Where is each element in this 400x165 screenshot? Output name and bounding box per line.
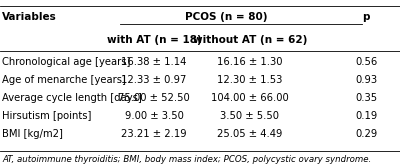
- Text: Average cycle length [days]: Average cycle length [days]: [2, 93, 142, 103]
- Text: 16.38 ± 1.14: 16.38 ± 1.14: [121, 57, 187, 67]
- Text: 12.33 ± 0.97: 12.33 ± 0.97: [121, 75, 187, 85]
- Text: Hirsutism [points]: Hirsutism [points]: [2, 111, 91, 121]
- Text: without AT (n = 62): without AT (n = 62): [193, 35, 307, 45]
- Text: 0.19: 0.19: [355, 111, 377, 121]
- Text: 16.16 ± 1.30: 16.16 ± 1.30: [217, 57, 283, 67]
- Text: 12.30 ± 1.53: 12.30 ± 1.53: [217, 75, 283, 85]
- Text: 3.50 ± 5.50: 3.50 ± 5.50: [220, 111, 280, 121]
- Text: 9.00 ± 3.50: 9.00 ± 3.50: [124, 111, 184, 121]
- Text: BMI [kg/m2]: BMI [kg/m2]: [2, 130, 63, 139]
- Text: 75.00 ± 52.50: 75.00 ± 52.50: [118, 93, 190, 103]
- Text: 25.05 ± 4.49: 25.05 ± 4.49: [217, 130, 283, 139]
- Text: AT, autoimmune thyroiditis; BMI, body mass index; PCOS, polycystic ovary syndrom: AT, autoimmune thyroiditis; BMI, body ma…: [2, 155, 371, 164]
- Text: 104.00 ± 66.00: 104.00 ± 66.00: [211, 93, 289, 103]
- Text: 0.93: 0.93: [355, 75, 377, 85]
- Text: p: p: [362, 12, 370, 22]
- Text: Variables: Variables: [2, 12, 57, 22]
- Text: 0.35: 0.35: [355, 93, 377, 103]
- Text: 0.29: 0.29: [355, 130, 377, 139]
- Text: Chronological age [years]: Chronological age [years]: [2, 57, 130, 67]
- Text: with AT (n = 18): with AT (n = 18): [107, 35, 201, 45]
- Text: 23.21 ± 2.19: 23.21 ± 2.19: [121, 130, 187, 139]
- Text: 0.56: 0.56: [355, 57, 377, 67]
- Text: Age of menarche [years]: Age of menarche [years]: [2, 75, 126, 85]
- Text: PCOS (n = 80): PCOS (n = 80): [185, 12, 267, 22]
